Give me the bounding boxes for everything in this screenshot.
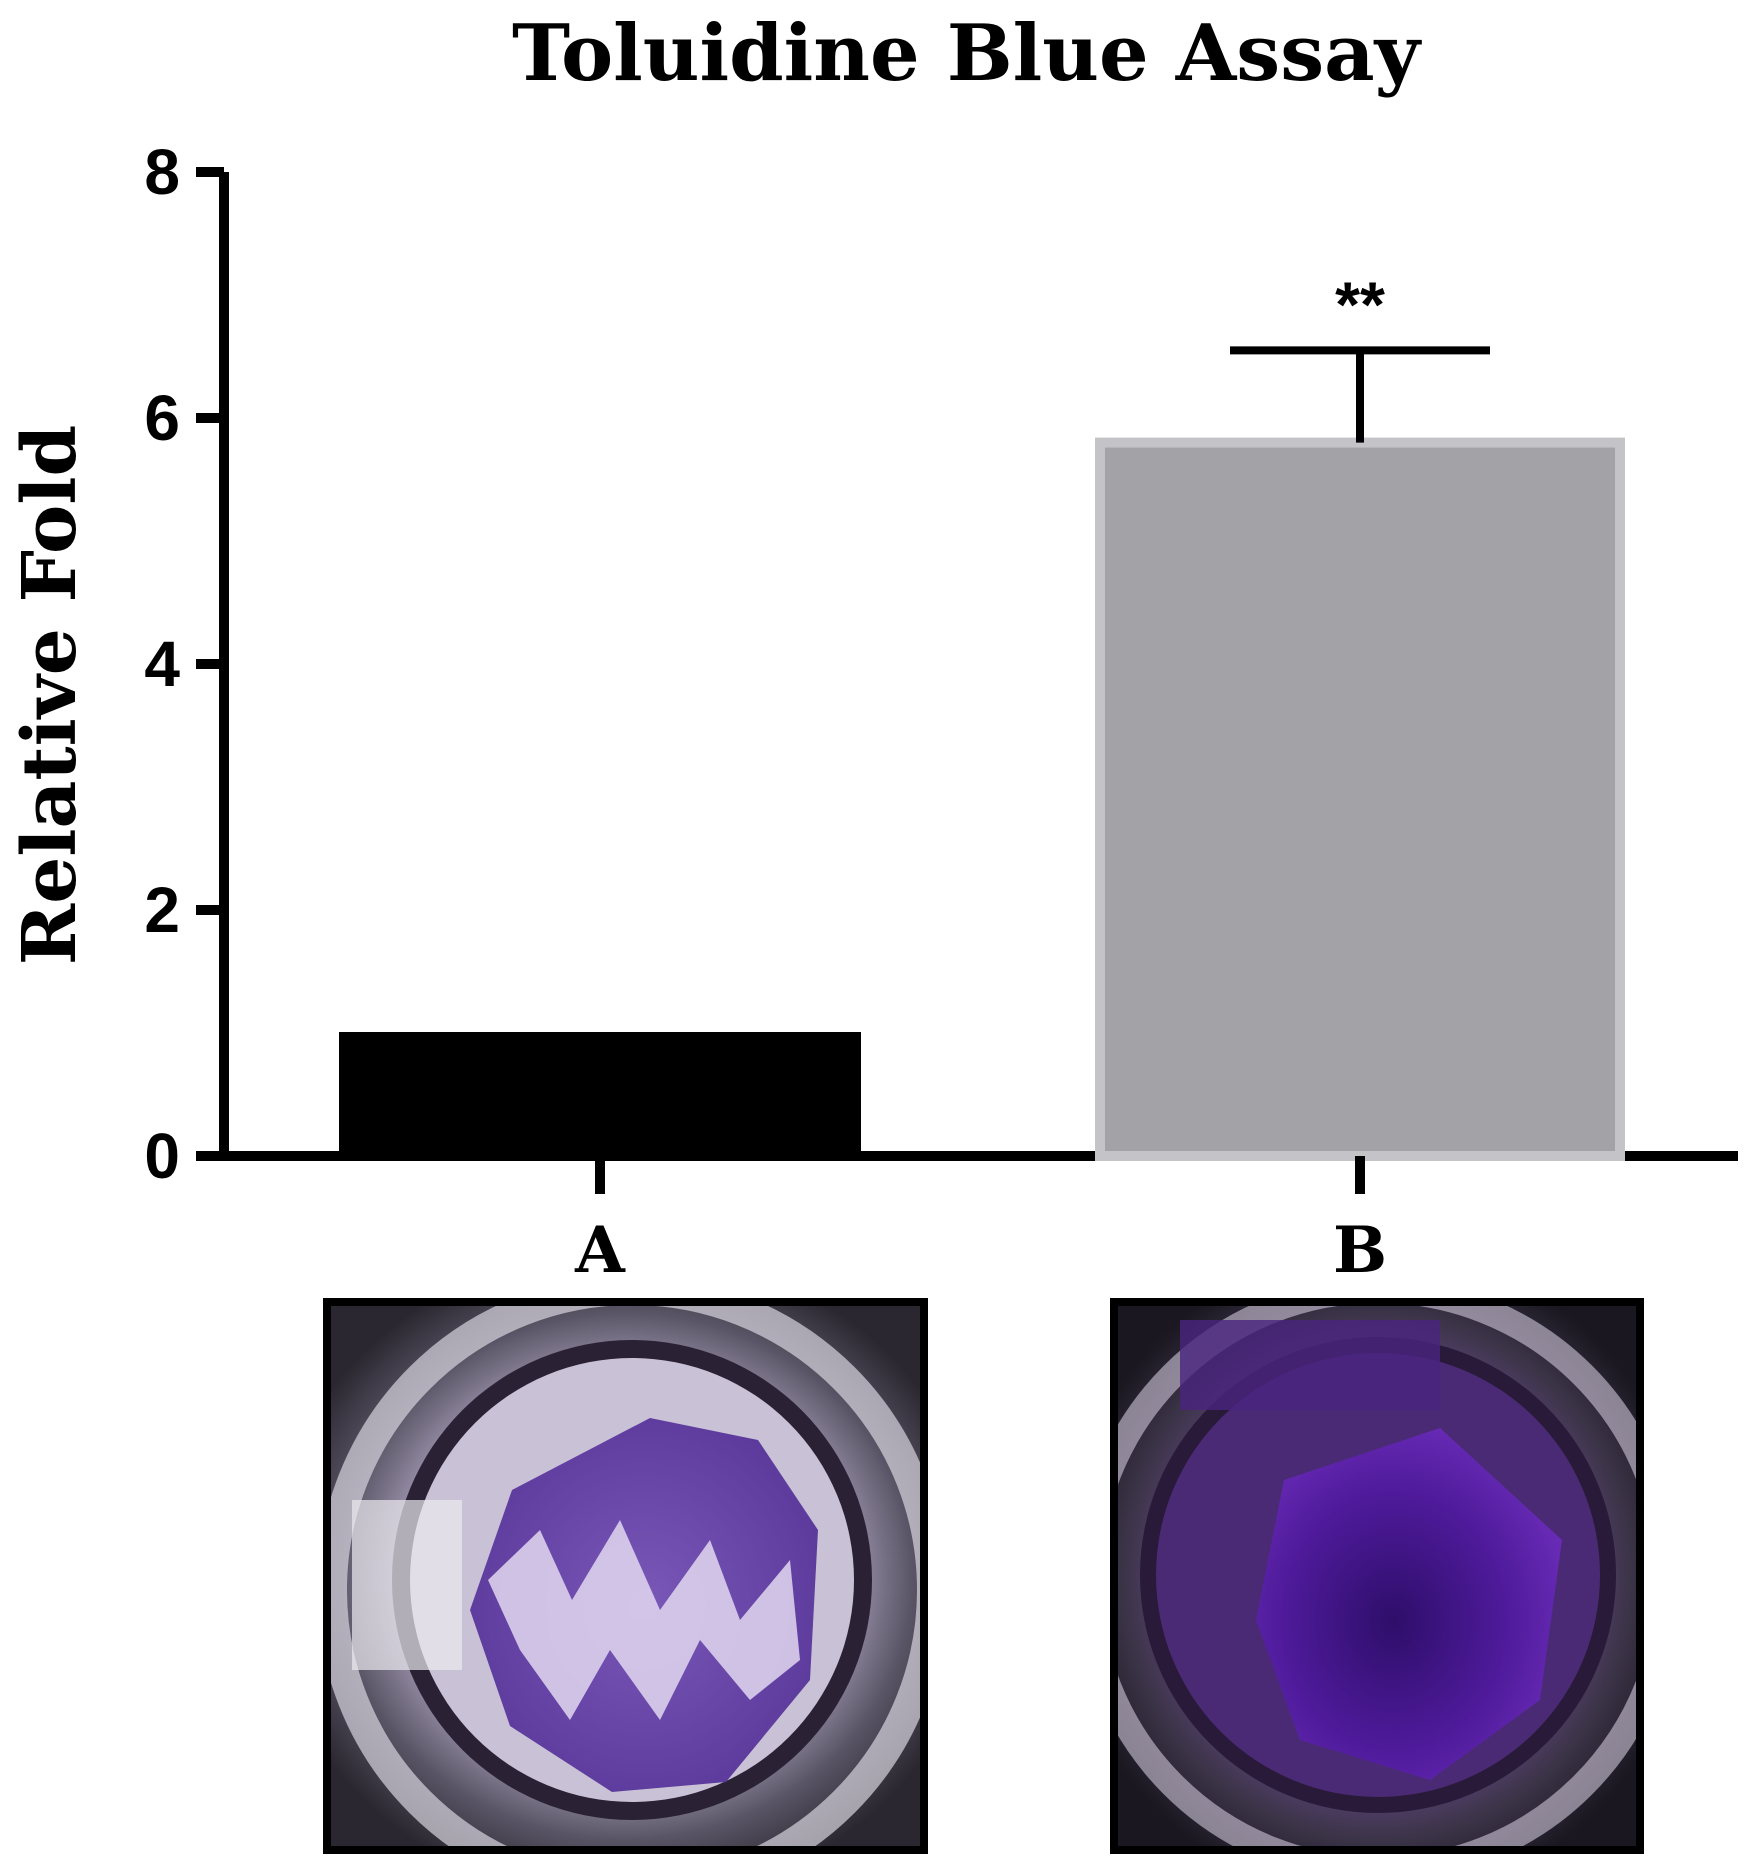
x-tick-label: B xyxy=(1333,1213,1387,1288)
bar-a xyxy=(339,1032,861,1157)
y-tick-label: 0 xyxy=(144,1120,180,1192)
photo-well-b xyxy=(1110,1298,1644,1854)
chart-title: Toluidine Blue Assay xyxy=(512,8,1423,99)
y-tick-label: 4 xyxy=(144,628,180,700)
bars-group: ** xyxy=(339,268,1625,1162)
y-axis-label: Relative Fold xyxy=(7,425,93,965)
significance-marker: ** xyxy=(1335,268,1385,340)
bar-b xyxy=(1095,437,1625,1162)
y-ticks: 0 2 4 6 8 xyxy=(144,136,224,1192)
photo-well-a xyxy=(323,1298,928,1854)
y-tick-label: 6 xyxy=(144,382,180,454)
y-tick-label: 2 xyxy=(144,874,180,946)
y-tick-label: 8 xyxy=(144,136,180,208)
x-tick-label: A xyxy=(574,1213,626,1288)
